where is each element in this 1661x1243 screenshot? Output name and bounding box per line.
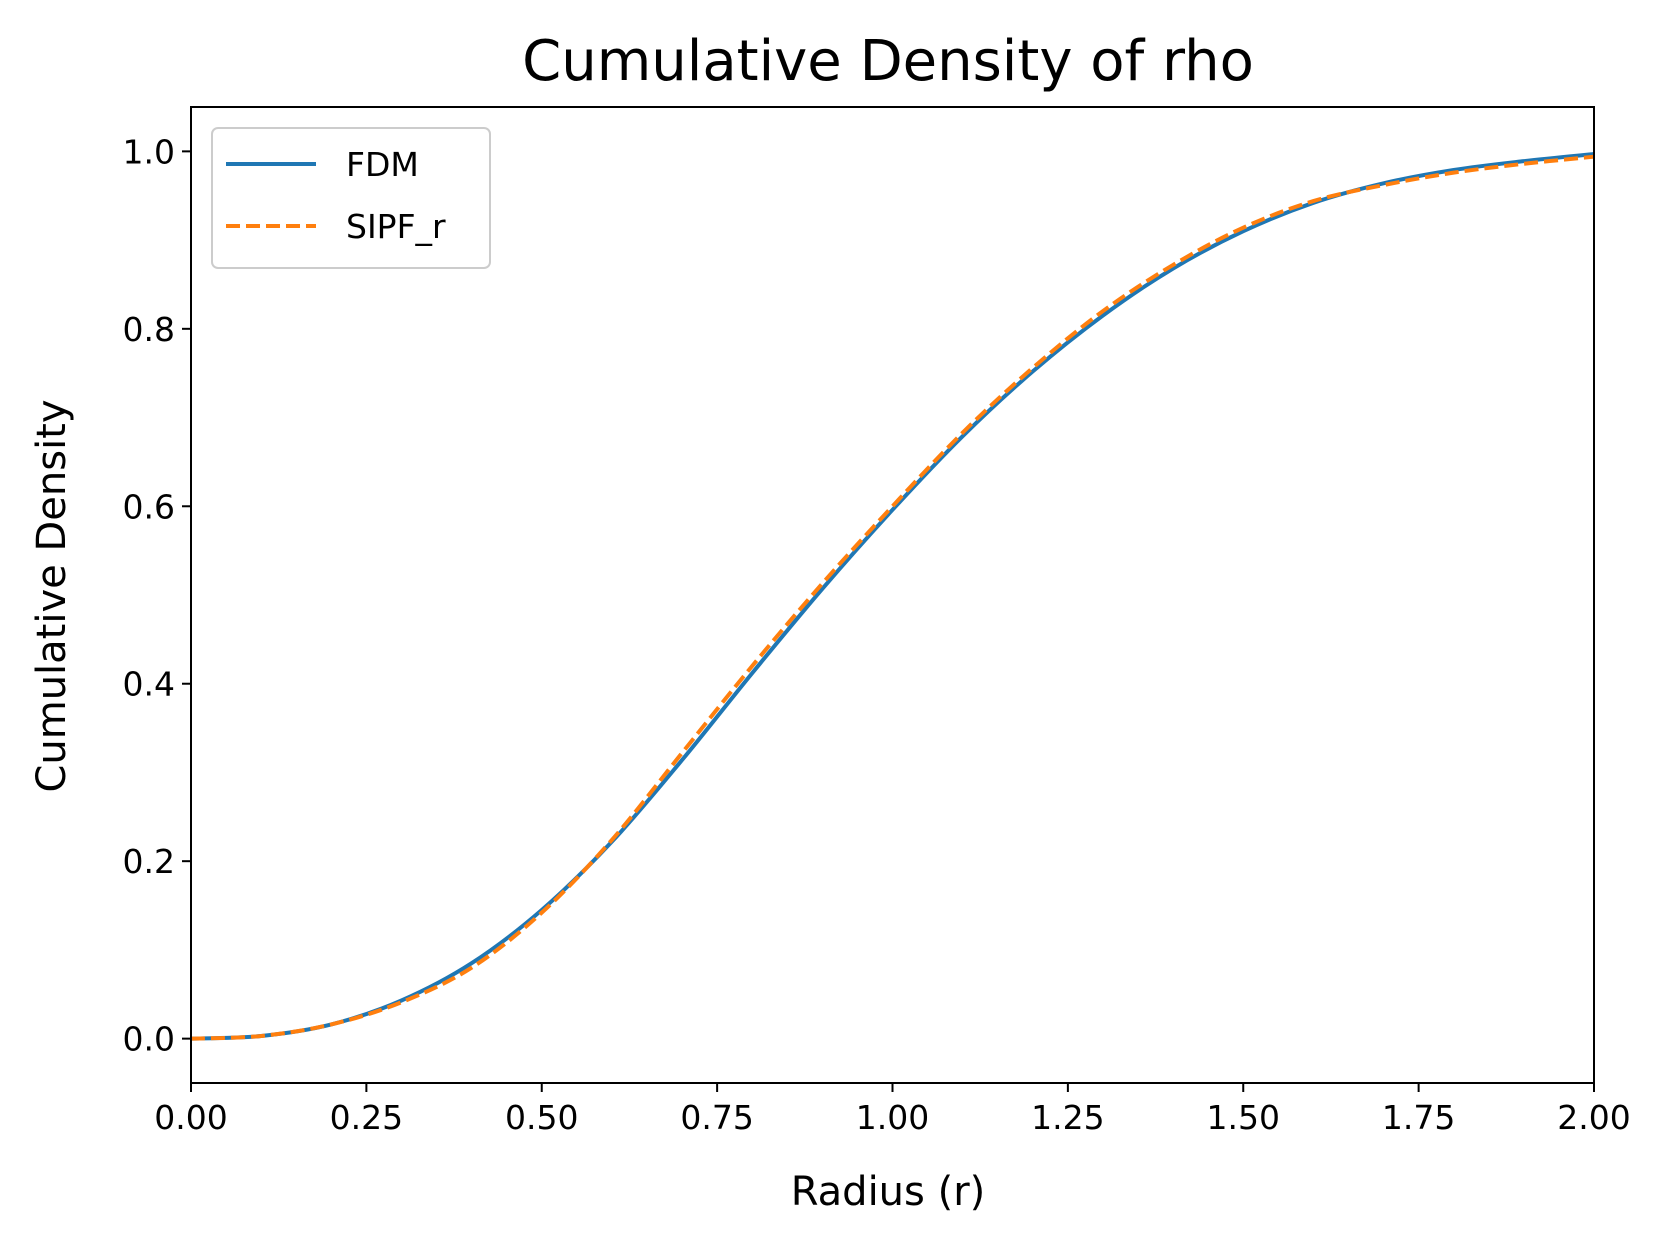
x-tick-label: 0.75 (680, 1098, 753, 1137)
plot-background (191, 107, 1594, 1083)
y-axis-label: Cumulative Density (29, 399, 75, 792)
x-tick-label: 0.25 (330, 1098, 403, 1137)
legend: FDM SIPF_r (211, 127, 491, 269)
x-tick-label: 1.00 (856, 1098, 929, 1137)
x-tick-label: 2.00 (1557, 1098, 1630, 1137)
series-line-sipf-r (190, 154, 1595, 1041)
x-axis: 0.00 0.25 0.50 0.75 1.00 1.25 1.50 1.75 2.00 (154, 1083, 1631, 1137)
y-tick-label: 0.0 (123, 1020, 175, 1059)
x-tick-label: 1.50 (1207, 1098, 1280, 1137)
y-tick-label: 1.0 (123, 132, 175, 171)
x-tick-label: 0.50 (505, 1098, 578, 1137)
x-tick-label: 0.00 (154, 1098, 227, 1137)
y-tick-label: 0.4 (123, 665, 175, 704)
x-tick-label: 1.75 (1382, 1098, 1455, 1137)
y-tick-label: 0.6 (123, 487, 175, 526)
legend-sipf-label: SIPF_r (346, 207, 446, 246)
legend-fdm-label: FDM (346, 145, 419, 184)
series-line-fdm (190, 152, 1595, 1041)
y-axis: 0.0 0.2 0.4 0.6 0.8 1.0 (123, 132, 191, 1059)
x-tick-label: 1.25 (1031, 1098, 1104, 1137)
x-axis-label: Radius (r) (791, 1169, 986, 1215)
chart-title: Cumulative Density of rho (522, 29, 1254, 94)
series-layer (190, 152, 1595, 1041)
y-tick-label: 0.8 (123, 310, 175, 349)
plot-area: 0.00 0.25 0.50 0.75 1.00 1.25 1.50 1.75 2.00 0.0… (123, 106, 1631, 1137)
y-tick-label: 0.2 (123, 842, 175, 881)
